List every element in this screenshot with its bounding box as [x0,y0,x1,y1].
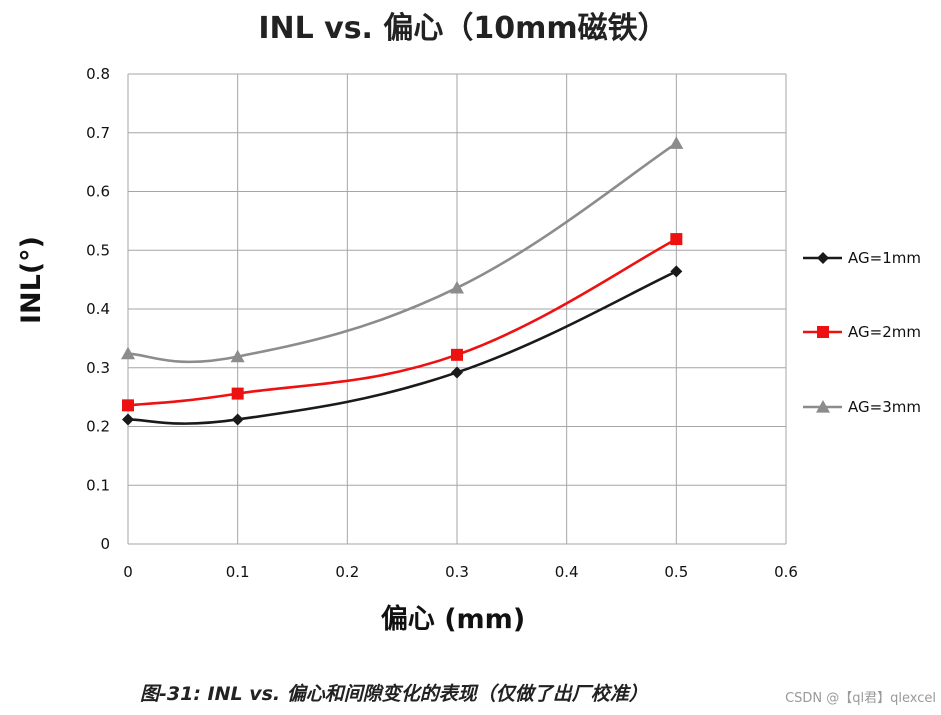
x-tick-labels: 0 0.1 0.2 0.3 0.4 0.5 0.6 [123,563,798,581]
legend: AG=1mm AG=2mm AG=3mm [803,249,921,416]
legend-marker-ag-3mm [816,400,830,413]
grid [127,73,787,545]
watermark: CSDN @【ql君】qlexcel [785,691,936,706]
y-tick-label: 0.6 [86,183,110,201]
y-tick-labels: 0 0.1 0.2 0.3 0.4 0.5 0.6 0.7 0.8 [86,65,110,553]
x-tick-label: 0.1 [226,563,250,581]
x-axis-label: 偏心 (mm) [381,604,525,635]
data-point-ag-1mm [231,413,244,426]
y-tick-label: 0.1 [86,476,110,494]
y-tick-label: 0.3 [86,359,110,377]
y-tick-label: 0 [100,535,110,553]
data-point-ag-3mm [230,349,245,363]
legend-label-ag-1mm: AG=1mm [848,249,921,267]
legend-label-ag-3mm: AG=3mm [848,398,921,416]
x-tick-label: 0.4 [555,563,579,581]
y-tick-label: 0.7 [86,124,110,142]
series-line-ag-3mm [127,142,678,364]
data-point-ag-2mm [670,233,683,246]
series-layer [121,136,684,426]
data-point-ag-1mm [122,413,134,426]
x-tick-label: 0.3 [445,563,469,581]
data-point-ag-2mm [231,387,244,400]
x-tick-label: 0.5 [664,563,688,581]
series-line-ag-1mm [127,270,677,425]
y-tick-label: 0.8 [86,65,110,83]
data-point-ag-3mm [669,136,684,149]
data-point-ag-3mm [121,346,135,360]
x-tick-label: 0 [123,563,133,581]
data-point-ag-1mm [451,366,463,379]
x-tick-label: 0.2 [335,563,359,581]
y-axis-label: INL(°) [16,236,47,324]
y-tick-label: 0.4 [86,300,110,318]
data-point-ag-2mm [451,348,463,361]
series-line-ag-2mm [127,237,677,407]
data-point-ag-2mm [122,399,134,412]
legend-marker-ag-2mm [817,326,829,338]
legend-label-ag-2mm: AG=2mm [848,323,921,341]
data-point-ag-3mm [450,280,464,294]
y-tick-label: 0.2 [86,418,110,436]
data-point-ag-1mm [670,265,683,278]
x-tick-label: 0.6 [774,563,798,581]
legend-marker-ag-1mm [817,252,829,264]
y-tick-label: 0.5 [86,241,110,259]
chart-title: INL vs. 偏心（10mm磁铁） [258,11,667,46]
figure-caption: 图-31: INL vs. 偏心和间隙变化的表现（仅做了出厂校准） [140,683,648,705]
